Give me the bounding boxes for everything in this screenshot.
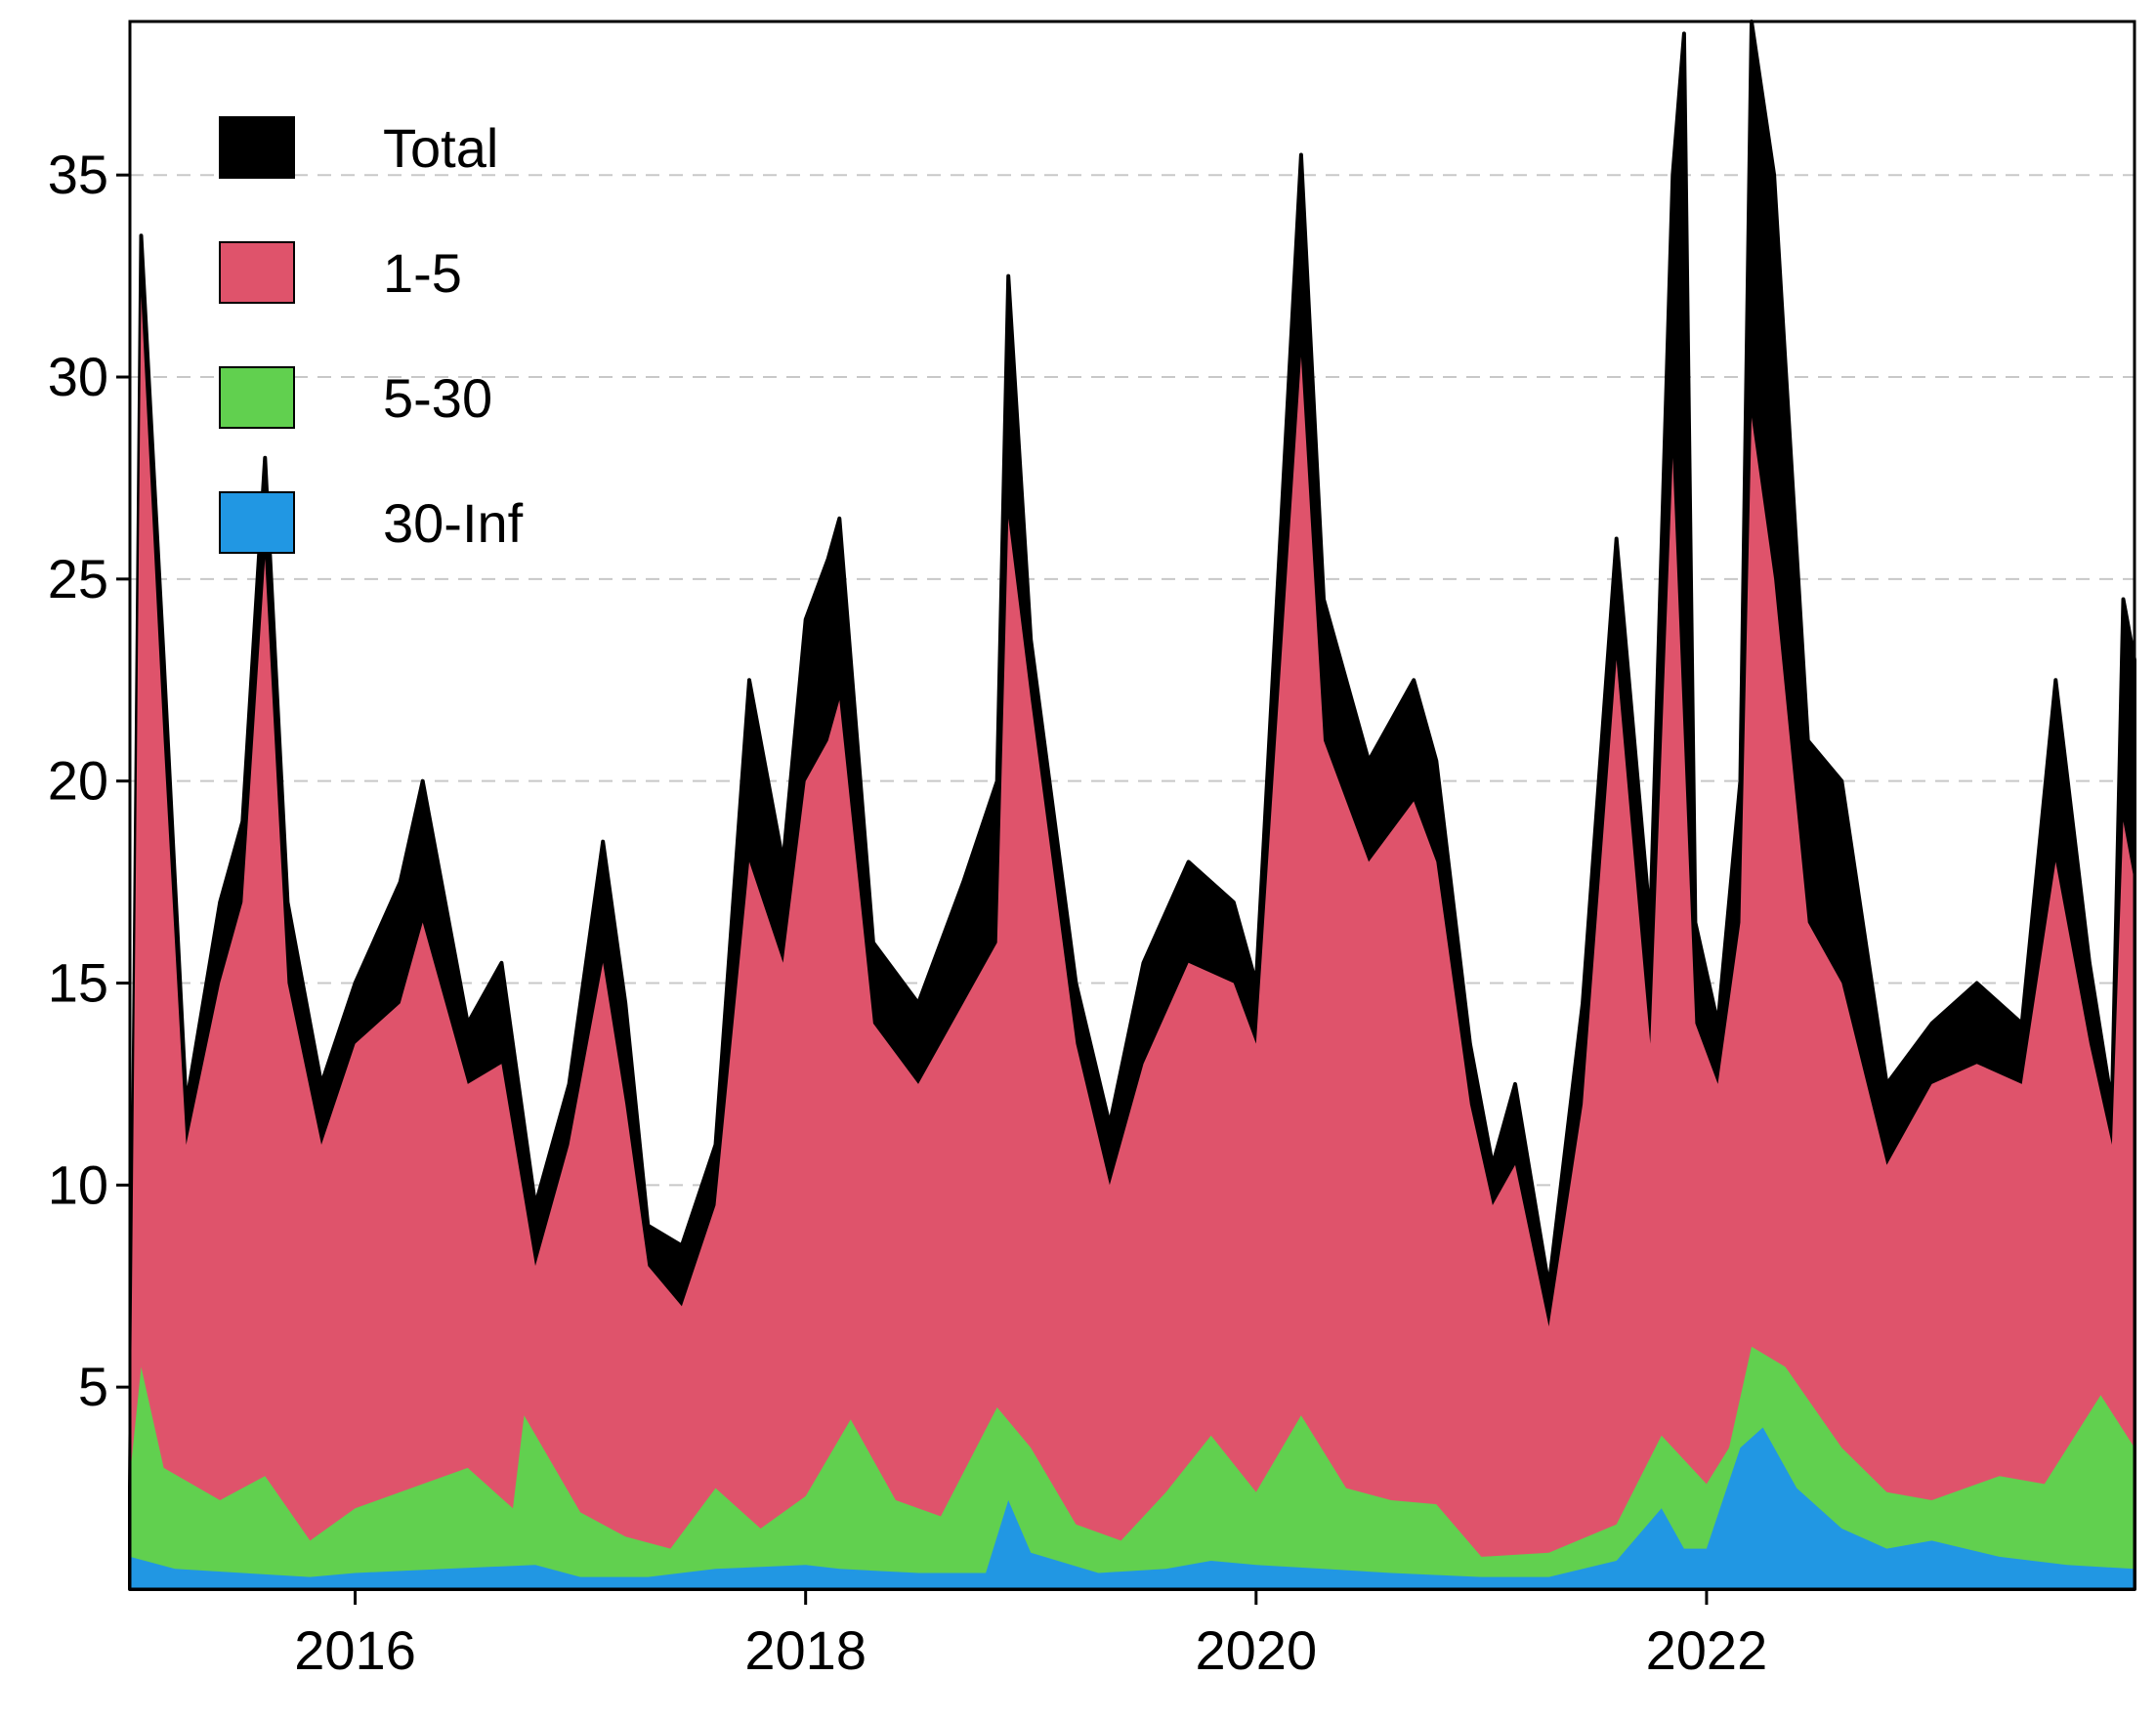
x-tick-label-2018: 2018 (744, 1619, 867, 1681)
area-series-30-inf (130, 1427, 2135, 1589)
legend-swatch-30-inf (219, 491, 295, 554)
y-tick-label-10: 10 (48, 1153, 108, 1215)
axes: 5 10 15 20 25 30 35 2016 2018 2020 2022 (48, 144, 1768, 1681)
y-tick-label-20: 20 (48, 750, 108, 812)
y-tick-label-25: 25 (48, 548, 108, 609)
legend-label-30-inf: 30-Inf (383, 492, 524, 554)
y-tick-label-35: 35 (48, 144, 108, 205)
area-series-1-5 (130, 296, 2135, 1589)
legend-swatch-total (219, 116, 295, 179)
x-tick-label-2016: 2016 (294, 1619, 416, 1681)
legend-swatch-1-5 (219, 241, 295, 304)
x-tick-label-2020: 2020 (1196, 1619, 1318, 1681)
legend-label-total: Total (383, 117, 498, 179)
y-tick-label-5: 5 (78, 1356, 108, 1417)
y-tick-label-15: 15 (48, 952, 108, 1014)
legend: Total 1-5 5-30 30-Inf (219, 116, 524, 554)
plot-areas (128, 20, 2136, 1591)
plot-frame (128, 20, 2136, 1591)
area-series-5-30 (130, 1346, 2135, 1589)
x-tick-label-2022: 2022 (1646, 1619, 1768, 1681)
legend-swatch-5-30 (219, 366, 295, 429)
legend-label-1-5: 1-5 (383, 242, 462, 304)
legend-label-5-30: 5-30 (383, 367, 492, 429)
y-tick-label-30: 30 (48, 346, 108, 407)
